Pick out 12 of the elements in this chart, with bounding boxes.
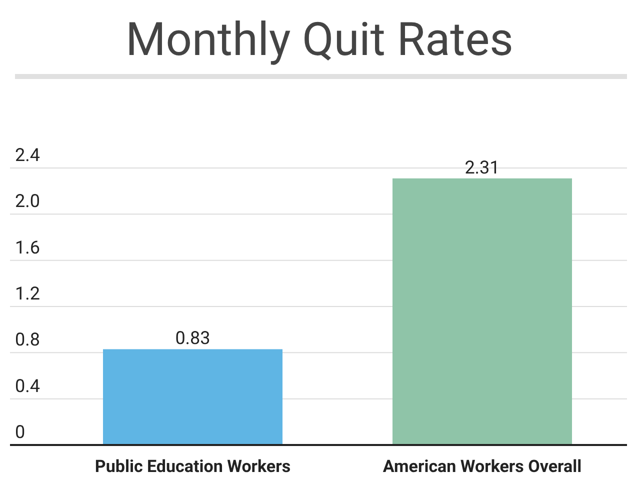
data-label: 2.31 [464,157,500,178]
y-tick-label: 0 [15,422,26,443]
y-tick-label: 2.4 [15,145,40,166]
y-tick-label: 1.2 [15,284,40,304]
chart-title: Monthly Quit Rates [126,13,514,67]
data-label: 0.83 [175,328,210,350]
y-tick-label: 2.0 [15,191,40,212]
y-tick-label: 0.4 [15,376,40,397]
x-tick-label: Public Education Workers [94,457,291,477]
y-tick-label: 1.6 [15,237,40,258]
y-tick-label: 0.8 [15,330,40,351]
x-tick-label: American Workers Overall [382,457,582,477]
